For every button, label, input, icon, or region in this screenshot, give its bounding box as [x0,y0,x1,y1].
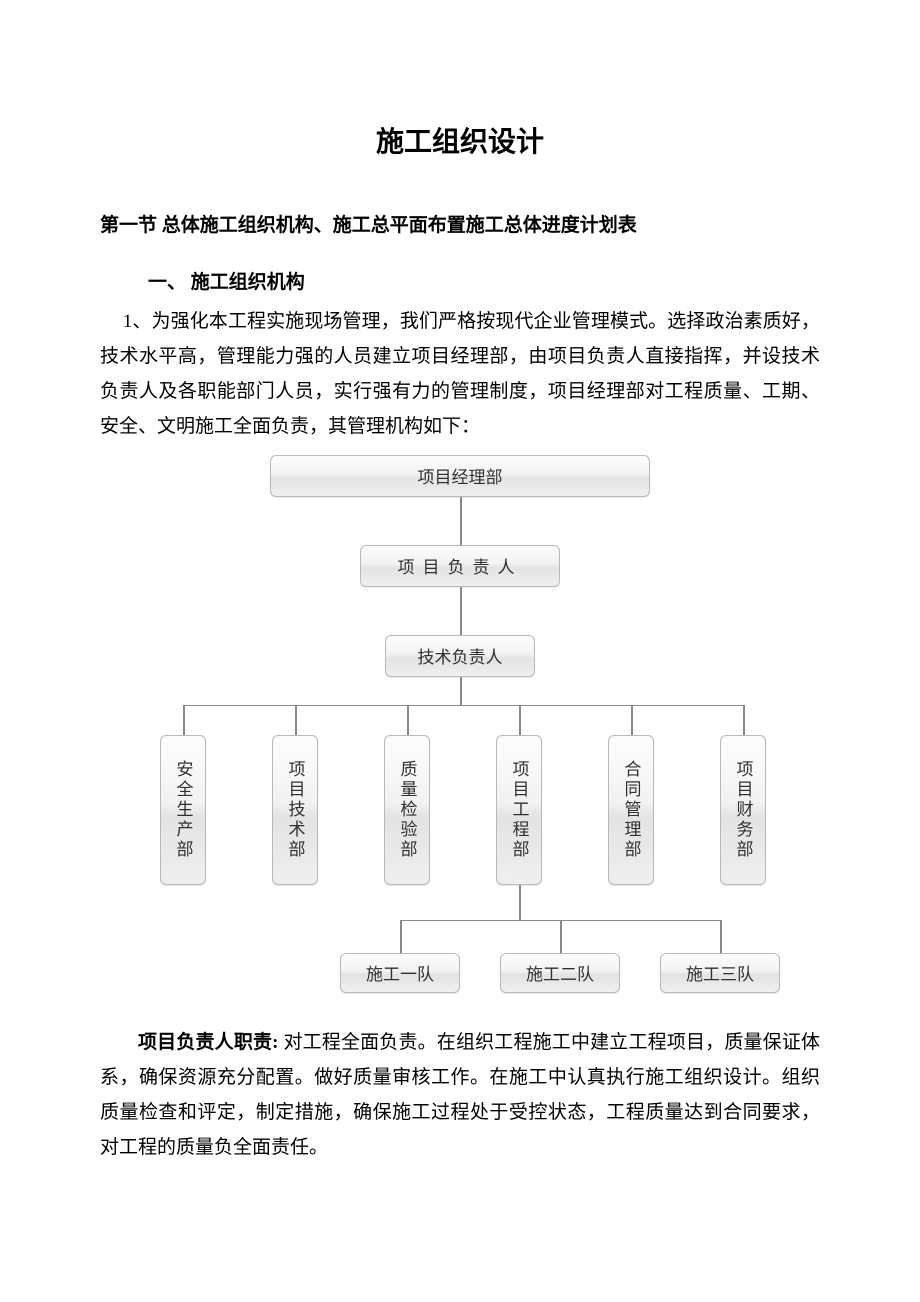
duty-lead: 项目负责人职责: [138,1032,279,1053]
subsection-heading: 一、 施工组织机构 [148,267,820,294]
org-node-team-3: 施工三队 [660,953,780,993]
org-connector [519,885,521,920]
org-node-team-1: 施工一队 [340,953,460,993]
org-node-team-2: 施工二队 [500,953,620,993]
org-connector [631,705,633,735]
org-connector [400,920,402,953]
org-connector [560,920,562,953]
org-chart: 项目经理部 项目负责人 技术负责人 安全生产部 项目技术部 质量检验部 项目工程… [140,455,780,1005]
org-node-label: 项目负责人 [398,553,523,578]
section-heading: 第一节 总体施工组织机构、施工总平面布置施工总体进度计划表 [100,210,820,237]
org-node-label: 项目工程部 [507,760,532,860]
org-node-label: 项目经理部 [418,463,503,488]
paragraph-intro: 1、为强化本工程实施现场管理，我们严格按现代企业管理模式。选择政治素质好，技术水… [100,304,820,445]
org-node-dept-contract: 合同管理部 [608,735,654,885]
org-connector [460,587,462,635]
org-node-dept-safety: 安全生产部 [160,735,206,885]
org-connector [720,920,722,953]
org-connector [407,705,409,735]
org-node-label: 项目财务部 [731,760,756,860]
org-node-label: 安全生产部 [171,760,196,860]
org-node-dept-engineering: 项目工程部 [496,735,542,885]
org-node-label: 技术负责人 [418,643,503,668]
org-node-root: 项目经理部 [270,455,650,497]
org-connector [460,677,462,705]
org-node-dept-quality: 质量检验部 [384,735,430,885]
org-connector [743,705,745,735]
org-node-label: 施工二队 [526,960,594,985]
org-node-label: 质量检验部 [395,760,420,860]
org-node-label: 施工一队 [366,960,434,985]
org-node-label: 施工三队 [686,960,754,985]
org-node-dept-tech: 项目技术部 [272,735,318,885]
org-connector [183,705,743,707]
paragraph-duty: 项目负责人职责: 对工程全面负责。在组织工程施工中建立工程项目，质量保证体系，确… [100,1025,820,1166]
org-connector [295,705,297,735]
org-connector [460,497,462,545]
document-title: 施工组织设计 [100,120,820,160]
org-node-label: 合同管理部 [619,760,644,860]
org-node-label: 项目技术部 [283,760,308,860]
org-node-manager: 项目负责人 [360,545,560,587]
org-connector [183,705,185,735]
org-node-dept-finance: 项目财务部 [720,735,766,885]
org-node-tech-lead: 技术负责人 [385,635,535,677]
org-connector [519,705,521,735]
